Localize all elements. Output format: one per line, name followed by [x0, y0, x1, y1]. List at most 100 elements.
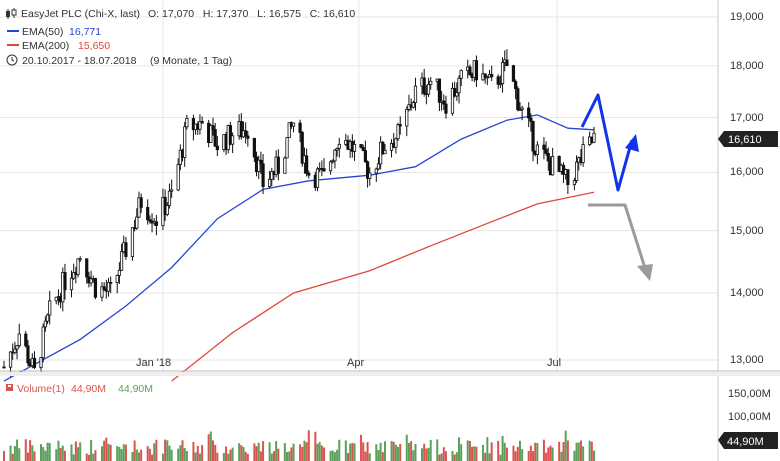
grid-lines [0, 0, 718, 371]
candle-body [257, 159, 261, 172]
volume-bar [272, 451, 275, 461]
candle-body [106, 281, 111, 292]
volume-bar [534, 442, 537, 461]
volume-bar [427, 447, 430, 461]
volume-bar [423, 443, 426, 461]
volume-bar [57, 440, 60, 461]
volume-bar [366, 442, 369, 461]
volume-bar [185, 451, 188, 461]
volume-bar [410, 441, 413, 461]
volume-bar [107, 443, 110, 461]
candle-body [511, 65, 516, 82]
gray-arrow-head-icon [637, 264, 653, 281]
volume-bar [103, 440, 106, 461]
candle-body [39, 357, 43, 368]
last-price-badge: 16,610 [718, 131, 778, 147]
candle-body [453, 87, 457, 97]
volume-bar [46, 442, 49, 461]
volume-bar [490, 442, 493, 461]
candle-body [442, 100, 446, 105]
candle-body [63, 272, 67, 291]
volume-bar [407, 442, 410, 461]
candle-body [450, 87, 455, 114]
candle-body [315, 168, 320, 188]
volume-bar [151, 454, 154, 461]
volume-bar [442, 447, 445, 461]
candle-body [365, 161, 370, 179]
candle-body [500, 62, 505, 85]
ema200-value: 15,650 [78, 40, 110, 52]
volume-bar [246, 453, 249, 461]
volume-bar [168, 445, 171, 461]
candle-body [305, 155, 309, 174]
candle-body [422, 77, 426, 94]
volume-bar [488, 453, 491, 461]
volume-bar [11, 453, 14, 461]
volume-bar [331, 450, 334, 461]
candle-body [13, 348, 17, 354]
volume-bar [512, 445, 515, 461]
candle-body [429, 80, 433, 85]
candle-body [165, 205, 169, 215]
volume-bar [253, 443, 256, 461]
volume-bar [222, 453, 225, 461]
volume-bar [475, 446, 478, 461]
volume-bar [414, 443, 417, 461]
volume-bar [499, 454, 502, 461]
volume-bar [216, 452, 219, 461]
volume-bar [344, 440, 347, 461]
candle-body [498, 83, 502, 86]
candle-body [300, 132, 304, 164]
volume-bar [392, 441, 395, 461]
chart-legend: EasyJet PLC (Chi-X, last) O: 17,070 H: 1… [6, 8, 355, 67]
volume-bar [573, 450, 576, 461]
price-axis: 19,000 18,000 17,000 16,000 15,000 14,00… [717, 0, 778, 371]
volume-bar [26, 452, 29, 461]
forecast-arrows [580, 93, 653, 281]
volume-bar [238, 443, 241, 461]
volume-bar [577, 442, 580, 461]
volume-bar [201, 445, 204, 461]
volume-bar [425, 448, 428, 461]
candle-body [542, 144, 546, 150]
volume-bar [451, 451, 454, 461]
volume-bar [514, 451, 517, 461]
candle-body [468, 66, 472, 76]
volume-bar [161, 453, 164, 461]
candle-body [331, 160, 335, 163]
candle-body [26, 345, 30, 364]
candle-body [520, 107, 524, 110]
volume-bar [320, 445, 323, 461]
volume-bar [16, 439, 19, 461]
candle-body [381, 141, 385, 155]
volume-bar [318, 442, 321, 461]
candle-body [546, 152, 550, 162]
candle-body [490, 74, 494, 78]
volume-bar [549, 445, 552, 461]
volume-bar [179, 445, 182, 461]
volume-bar [242, 447, 245, 461]
ema200-label: EMA(200) [22, 40, 69, 52]
volume-bar [48, 443, 51, 461]
volume-bar [146, 446, 149, 461]
volume-bar [118, 446, 121, 461]
candle-body [76, 258, 80, 275]
volume-bar [255, 446, 258, 461]
candle-body [352, 144, 357, 152]
volume-bar [29, 440, 32, 461]
volume-bar [364, 451, 367, 461]
volume-bar [155, 439, 158, 461]
volume-bar [74, 441, 77, 461]
candle-body [17, 333, 21, 347]
candle-body [411, 102, 415, 108]
volume-dropdown-icon[interactable] [6, 384, 13, 391]
volume-bar [558, 441, 561, 461]
candle-body [261, 163, 265, 187]
volume-bar [590, 441, 593, 461]
time-axis: Jan '18 Apr Jul [0, 357, 780, 372]
candle-body [514, 81, 518, 90]
candle-body [48, 300, 52, 316]
volume-bar [390, 441, 393, 461]
candle-body [198, 121, 202, 130]
